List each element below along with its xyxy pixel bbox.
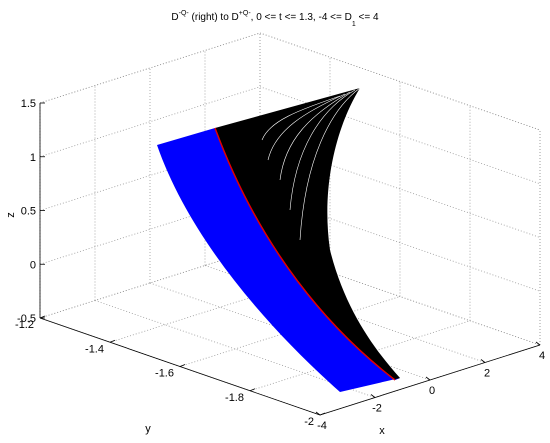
white-fibers (261, 87, 361, 241)
red-curve (214, 127, 396, 381)
grid-line (204, 265, 486, 363)
y-tick-label: -1.6 (155, 368, 174, 380)
grid-line (39, 86, 261, 158)
tick-mark (315, 411, 321, 416)
grid-line (259, 140, 541, 238)
z-tick-label: -0.5 (17, 313, 36, 325)
z-axis-label: z (5, 212, 17, 218)
tick-mark (425, 376, 431, 381)
surface-black (215, 88, 400, 380)
grid-line (249, 320, 471, 392)
grid-line (259, 193, 541, 292)
x-tick-label: 0 (429, 385, 435, 397)
tick-mark (370, 394, 376, 398)
y-tick-label: -1.4 (85, 343, 104, 355)
tick-mark (480, 359, 486, 363)
tick-mark (109, 339, 116, 343)
box-edge (39, 32, 261, 104)
tick-mark (39, 315, 46, 319)
z-tick-label: 1.5 (21, 98, 36, 110)
title-part: -Q- (179, 10, 190, 17)
z-tick-label: 1 (30, 152, 36, 164)
tick-mark (249, 388, 256, 392)
title-part: 1 (352, 21, 356, 28)
tick-mark (179, 364, 186, 367)
grid-line (259, 247, 541, 346)
y-axis-label: y (145, 423, 151, 435)
x-tick-label: -2 (372, 403, 382, 415)
z-tick-label: 0.5 (21, 206, 36, 218)
grid-line (259, 86, 541, 185)
x-tick-label: 4 (539, 350, 545, 362)
surface-blue (157, 128, 400, 392)
y-tick-label: -2 (304, 416, 314, 428)
x-tick-label: 2 (484, 368, 490, 380)
x-tick-label: -4 (317, 420, 327, 432)
y-tick-label: -1.8 (225, 392, 244, 404)
grid-line (179, 296, 401, 367)
title-part: <= 4 (356, 12, 379, 23)
chart-title: D-Q- (right) to D+Q-, 0 <= t <= 1.3, -4 … (171, 10, 379, 28)
surface (157, 87, 400, 392)
title-part: , 0 <= t <= 1.3, -4 <= D (251, 12, 352, 23)
y-tick-label: -1.2 (15, 319, 34, 331)
box-edge (259, 32, 541, 131)
z-tick-label: 0 (30, 259, 36, 271)
tick-mark (319, 412, 326, 416)
title-part: (right) to D (189, 12, 239, 23)
title-part: +Q- (239, 10, 252, 17)
tick-mark (535, 341, 541, 346)
x-axis-label: x (379, 425, 385, 437)
title-part: D (171, 12, 178, 23)
